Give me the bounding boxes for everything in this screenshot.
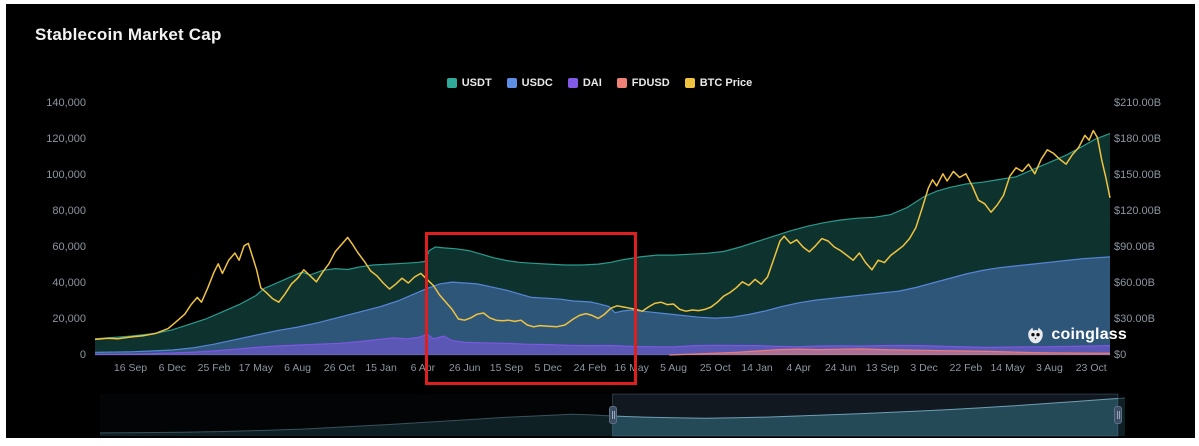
- x-axis-label: 4 Apr: [786, 362, 812, 374]
- chart-title: Stablecoin Market Cap: [35, 25, 222, 44]
- navigator-right-handle[interactable]: [1114, 406, 1122, 424]
- legend-label: FDUSD: [631, 77, 670, 89]
- legend-label: USDC: [521, 77, 553, 89]
- x-axis-label: 15 Jan: [365, 362, 397, 374]
- x-axis-label: 16 May: [614, 362, 649, 374]
- x-axis-label: 15 Sep: [489, 362, 524, 374]
- fdusd-line: [669, 348, 1110, 356]
- right-axis-label: $180.00B: [1114, 133, 1162, 145]
- x-axis-label: 17 May: [238, 362, 274, 374]
- legend: USDT USDC DAI FDUSD BTC Price: [0, 75, 1199, 91]
- legend-label: BTC Price: [699, 77, 753, 89]
- right-axis-label: $60.00B: [1114, 277, 1155, 289]
- navigator-dim-left: [100, 394, 613, 436]
- legend-swatch: [567, 78, 578, 88]
- right-axis-label: $0: [1114, 349, 1127, 361]
- x-axis-label: 25 Feb: [197, 362, 231, 374]
- x-axis-label: 16 Sep: [113, 362, 148, 374]
- right-axis-label: $150.00B: [1114, 169, 1162, 181]
- coinglass-watermark: coinglass: [1026, 324, 1127, 346]
- chart-panel: [6, 4, 1195, 438]
- usdc-line: [94, 256, 1111, 353]
- x-axis-label: 25 Oct: [699, 362, 731, 374]
- usdt-line: [94, 133, 1111, 340]
- x-axis-label: 5 Aug: [660, 362, 687, 374]
- x-axis-label: 3 Dec: [910, 362, 938, 374]
- left-axis-label: 80,000: [52, 205, 86, 217]
- left-axis-label: 100,000: [46, 169, 86, 181]
- legend-swatch: [616, 78, 627, 88]
- legend-item-usdc[interactable]: USDC: [506, 77, 553, 89]
- x-axis-label: 22 Feb: [949, 362, 983, 374]
- btc-price-line: [94, 129, 1111, 341]
- dai-line: [94, 333, 1111, 355]
- legend-swatch: [684, 78, 695, 88]
- left-axis-label: 20,000: [52, 313, 86, 325]
- right-axis-label: $90.00B: [1114, 241, 1155, 253]
- navigator-selection[interactable]: [612, 393, 1119, 437]
- navigator-left-handle[interactable]: [609, 406, 617, 424]
- x-axis-label: 6 Aug: [284, 362, 312, 374]
- left-axis-label: 120,000: [46, 133, 86, 145]
- legend-label: DAI: [582, 77, 602, 89]
- x-axis-label: 14 Jan: [741, 362, 773, 374]
- right-axis-label: $210.00B: [1114, 97, 1162, 109]
- x-axis-label: 14 May: [990, 362, 1025, 374]
- legend-item-fdusd[interactable]: FDUSD: [616, 77, 670, 89]
- legend-label: USDT: [461, 77, 492, 89]
- x-axis-label: 6 Apr: [410, 362, 436, 374]
- x-axis-label: 5 Dec: [534, 362, 562, 374]
- x-axis-label: 26 Oct: [323, 362, 355, 374]
- x-axis-label: 3 Aug: [1035, 362, 1063, 374]
- left-axis-label: 40,000: [52, 277, 86, 289]
- right-axis-label: $30.00B: [1114, 313, 1155, 325]
- fdusd-area: [669, 348, 1110, 355]
- left-axis-label: 60,000: [52, 241, 86, 253]
- x-axis-label: 23 Oct: [1075, 362, 1107, 374]
- legend-item-btc-price[interactable]: BTC Price: [684, 77, 753, 89]
- legend-swatch: [506, 78, 517, 88]
- legend-swatch: [446, 78, 457, 88]
- coinglass-wordmark: coinglass: [1051, 326, 1127, 343]
- x-axis-label: 26 Jun: [448, 362, 481, 374]
- usdc-area: [95, 256, 1110, 355]
- left-axis-label: 0: [79, 349, 86, 361]
- right-axis-label: $120.00B: [1114, 205, 1162, 217]
- legend-item-dai[interactable]: DAI: [567, 77, 602, 89]
- x-axis-label: 13 Sep: [865, 362, 900, 374]
- usdt-area: [95, 133, 1110, 355]
- x-axis-label: 24 Feb: [573, 362, 607, 374]
- left-axis-label: 140,000: [46, 97, 86, 109]
- x-axis-label: 24 Jun: [824, 362, 857, 374]
- x-axis-label: 6 Dec: [158, 362, 187, 374]
- coinglass-owl-icon: [1028, 327, 1044, 343]
- legend-item-usdt[interactable]: USDT: [446, 77, 492, 89]
